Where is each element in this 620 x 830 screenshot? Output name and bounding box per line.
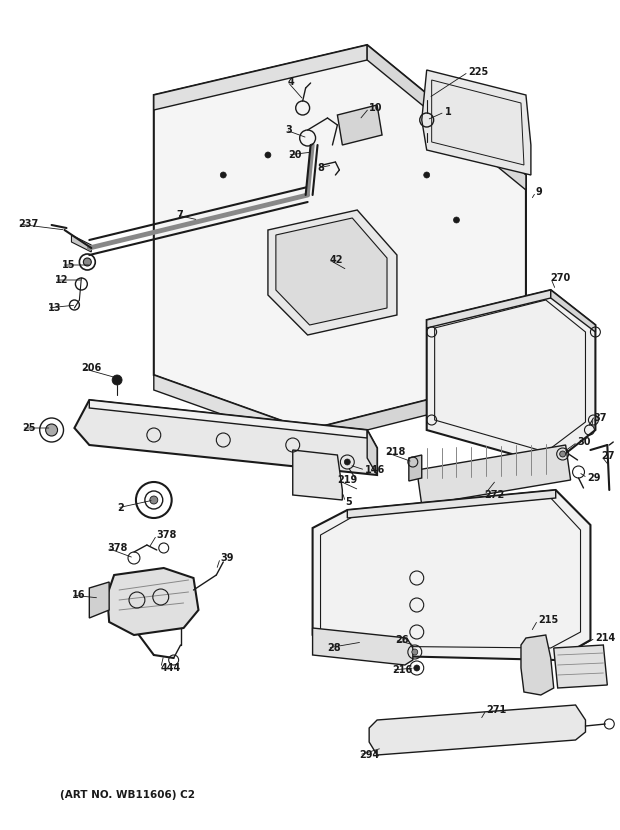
Text: 216: 216 <box>392 665 412 675</box>
Circle shape <box>46 424 58 436</box>
Text: 26: 26 <box>395 635 409 645</box>
Circle shape <box>423 172 430 178</box>
Text: 218: 218 <box>385 447 405 457</box>
Text: 237: 237 <box>18 219 38 229</box>
Text: 27: 27 <box>601 451 615 461</box>
Text: 225: 225 <box>468 67 489 77</box>
Polygon shape <box>422 70 531 175</box>
Polygon shape <box>89 400 367 438</box>
Text: (ART NO. WB11606) C2: (ART NO. WB11606) C2 <box>60 790 195 800</box>
Text: 2: 2 <box>117 503 124 513</box>
Polygon shape <box>154 375 308 445</box>
Text: 219: 219 <box>337 475 358 485</box>
Text: 214: 214 <box>595 633 616 643</box>
Polygon shape <box>293 450 342 500</box>
Text: 12: 12 <box>55 275 68 285</box>
Polygon shape <box>427 290 551 328</box>
Polygon shape <box>71 235 91 252</box>
Text: 15: 15 <box>61 260 75 270</box>
Polygon shape <box>337 105 382 145</box>
Text: 3: 3 <box>286 125 293 135</box>
Polygon shape <box>312 628 413 665</box>
Text: 270: 270 <box>551 273 571 283</box>
Polygon shape <box>427 290 595 465</box>
Text: eReplacementParts.com: eReplacementParts.com <box>231 413 384 427</box>
Polygon shape <box>268 210 397 335</box>
Text: 29: 29 <box>588 473 601 483</box>
Text: 271: 271 <box>486 705 507 715</box>
Circle shape <box>344 459 350 465</box>
Polygon shape <box>369 705 585 755</box>
Polygon shape <box>367 430 377 475</box>
Circle shape <box>560 451 565 457</box>
Text: 272: 272 <box>484 490 505 500</box>
Text: 7: 7 <box>177 210 184 220</box>
Polygon shape <box>367 45 526 190</box>
Text: 444: 444 <box>161 663 181 673</box>
Text: 294: 294 <box>359 750 379 760</box>
Text: 8: 8 <box>317 163 324 173</box>
Text: 25: 25 <box>22 423 35 433</box>
Circle shape <box>265 152 271 158</box>
Polygon shape <box>417 445 570 505</box>
Circle shape <box>150 496 157 504</box>
Text: 16: 16 <box>71 590 85 600</box>
Text: 39: 39 <box>220 553 234 563</box>
Text: 37: 37 <box>593 413 607 423</box>
Polygon shape <box>74 400 377 475</box>
Polygon shape <box>347 490 556 518</box>
Text: 42: 42 <box>329 255 343 265</box>
Circle shape <box>453 217 459 223</box>
Text: 28: 28 <box>327 643 341 653</box>
Text: 20: 20 <box>288 150 301 160</box>
Polygon shape <box>154 45 367 110</box>
Text: 30: 30 <box>578 437 591 447</box>
Text: 146: 146 <box>365 465 386 475</box>
Text: 4: 4 <box>288 77 294 87</box>
Polygon shape <box>154 45 526 430</box>
Polygon shape <box>107 568 198 635</box>
Text: 206: 206 <box>81 363 102 373</box>
Text: 13: 13 <box>48 303 61 313</box>
Circle shape <box>414 665 420 671</box>
Polygon shape <box>312 490 590 660</box>
Text: 5: 5 <box>345 497 352 507</box>
Polygon shape <box>521 635 554 695</box>
Text: 10: 10 <box>369 103 383 113</box>
Polygon shape <box>308 375 526 445</box>
Text: 215: 215 <box>538 615 558 625</box>
Polygon shape <box>276 218 387 325</box>
Polygon shape <box>89 582 109 618</box>
Text: 378: 378 <box>157 530 177 540</box>
Circle shape <box>83 258 91 266</box>
Polygon shape <box>409 455 422 481</box>
Circle shape <box>112 375 122 385</box>
Circle shape <box>220 172 226 178</box>
Circle shape <box>412 649 418 655</box>
Text: 378: 378 <box>107 543 128 553</box>
Polygon shape <box>554 645 608 688</box>
Text: 1: 1 <box>445 107 451 117</box>
Text: 9: 9 <box>536 187 542 197</box>
Polygon shape <box>551 290 595 332</box>
